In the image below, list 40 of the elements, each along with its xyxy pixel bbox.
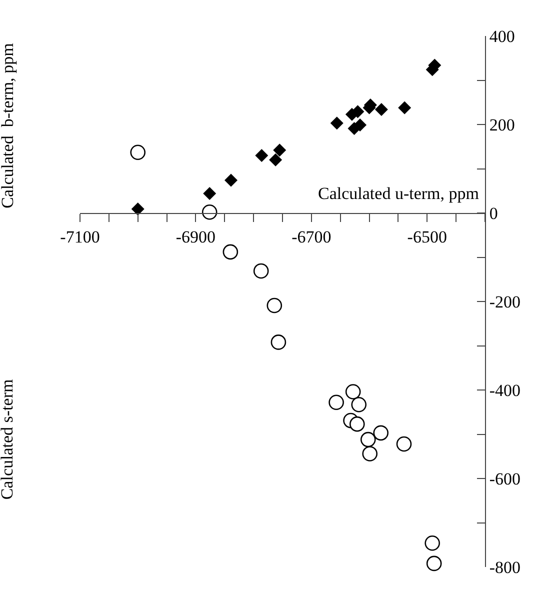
point: [349, 416, 365, 432]
point: [266, 298, 282, 314]
y-axis-title: Calculated b-term, ppm: [0, 43, 17, 208]
point: [373, 425, 389, 441]
point: [328, 394, 344, 410]
y-tick-label: 400: [489, 26, 515, 46]
text: Calculated s-term: [0, 379, 17, 500]
point: [374, 102, 388, 116]
y-tick-label: -600: [489, 469, 521, 488]
point: [424, 535, 440, 551]
x-tick-label: -6700: [292, 227, 332, 246]
point: [360, 432, 376, 448]
y-tick-label: 200: [489, 115, 515, 134]
x-axis-title: Calculated u-term, ppm: [318, 184, 479, 203]
x-tick-label: -7100: [60, 227, 100, 246]
point: [269, 153, 282, 166]
point: [130, 144, 146, 160]
point: [351, 396, 367, 412]
y-tick-label: 0: [489, 204, 498, 223]
x-tick-label: -6900: [176, 227, 216, 246]
point: [345, 384, 361, 400]
point: [396, 436, 412, 452]
point: [202, 204, 218, 220]
y-tick-label: -800: [489, 558, 521, 577]
point: [330, 116, 344, 130]
point: [203, 187, 216, 200]
point: [362, 446, 378, 462]
y-tick-label: -400: [489, 380, 521, 400]
y-tick-label: -200: [489, 292, 521, 312]
x-tick-label: -6500: [407, 227, 447, 246]
point: [131, 202, 144, 216]
point: [398, 101, 412, 114]
point: [224, 174, 238, 187]
point: [222, 244, 238, 260]
point: [354, 118, 367, 132]
point: [426, 556, 442, 572]
point: [253, 263, 269, 279]
point: [270, 334, 286, 350]
point: [255, 148, 268, 162]
point: [273, 144, 286, 157]
